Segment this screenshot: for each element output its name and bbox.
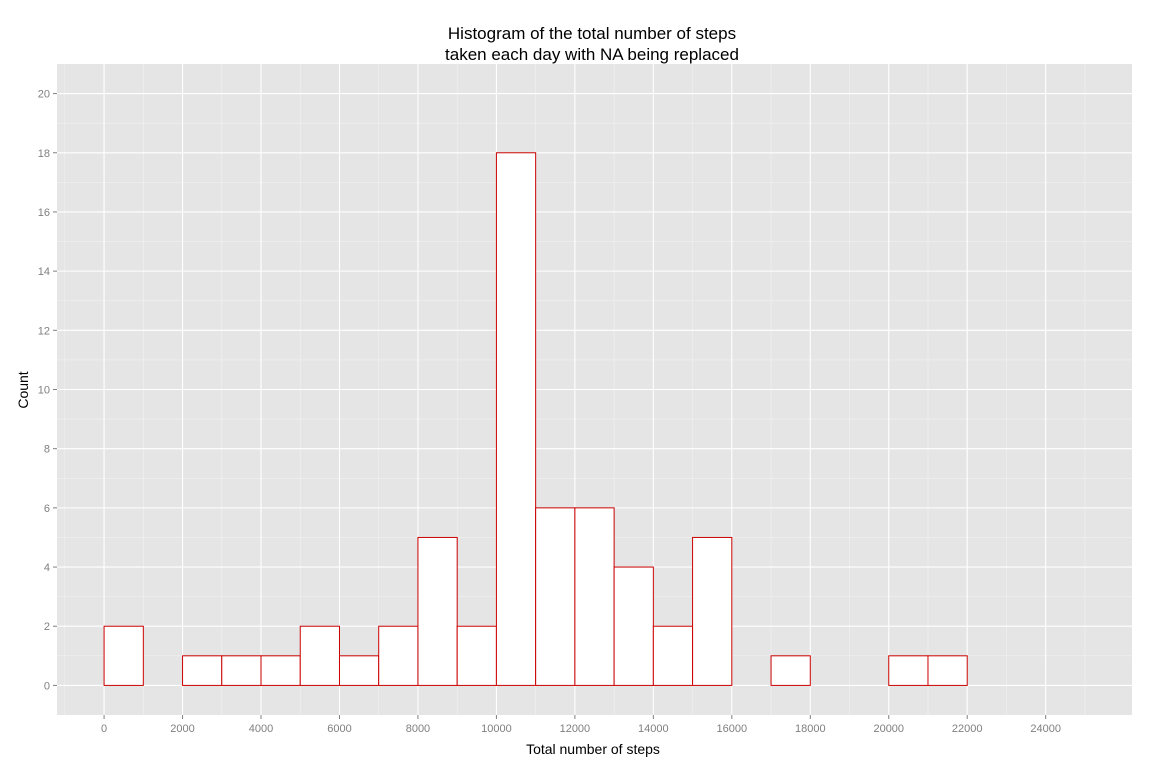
y-tick-label: 6 — [44, 503, 50, 515]
histogram-bar — [927, 655, 968, 686]
x-tick-label: 16000 — [717, 723, 748, 735]
x-axis-ticks: 0 2000 4000 6000 8000 10000 12000 14000 16000 180… — [101, 715, 1061, 735]
histogram-bar — [495, 152, 537, 686]
y-tick-label: 10 — [38, 385, 50, 397]
x-axis-title: Total number of steps — [526, 741, 660, 757]
y-tick-label: 2 — [44, 621, 50, 633]
x-tick-label: 10000 — [481, 723, 512, 735]
y-tick-label: 12 — [38, 325, 50, 337]
histogram-bars — [103, 152, 968, 686]
y-tick-label: 4 — [44, 562, 50, 574]
x-tick-label: 4000 — [249, 723, 273, 735]
histogram-bar — [221, 655, 262, 686]
x-tick-label: 8000 — [406, 723, 430, 735]
histogram-bar — [535, 507, 576, 686]
x-tick-label: 12000 — [560, 723, 591, 735]
y-tick-label: 8 — [44, 444, 50, 456]
x-tick-label: 18000 — [795, 723, 826, 735]
histogram-bar — [613, 566, 654, 686]
histogram-bar — [770, 655, 811, 686]
histogram-bar — [103, 625, 144, 686]
x-tick-label: 6000 — [327, 723, 351, 735]
histogram-bar — [299, 625, 340, 686]
histogram-bar — [378, 625, 419, 686]
x-tick-label: 22000 — [952, 723, 983, 735]
histogram-bar — [417, 536, 458, 686]
chart-title: Histogram of the total number of steps — [448, 24, 736, 43]
y-axis-ticks: 0 2 4 6 8 10 12 14 16 18 20 — [38, 89, 57, 692]
histogram-bar — [260, 655, 301, 686]
y-tick-label: 16 — [38, 207, 50, 219]
chart-subtitle: taken each day with NA being replaced — [445, 45, 739, 64]
histogram-bar — [652, 625, 694, 686]
y-tick-label: 18 — [38, 148, 50, 160]
histogram-bar — [338, 655, 380, 686]
y-tick-label: 20 — [38, 89, 50, 101]
histogram-bar — [692, 536, 733, 686]
histogram-bar — [182, 655, 223, 686]
x-tick-label: 24000 — [1030, 723, 1061, 735]
x-tick-label: 20000 — [873, 723, 904, 735]
x-tick-label: 14000 — [638, 723, 669, 735]
y-tick-label: 0 — [44, 680, 50, 692]
y-tick-label: 14 — [38, 266, 50, 278]
y-axis-title: Count — [15, 371, 31, 408]
x-tick-label: 0 — [101, 723, 107, 735]
histogram-bar — [574, 507, 615, 686]
x-tick-label: 2000 — [170, 723, 194, 735]
histogram-bar — [888, 655, 929, 686]
histogram-bar — [456, 625, 497, 686]
